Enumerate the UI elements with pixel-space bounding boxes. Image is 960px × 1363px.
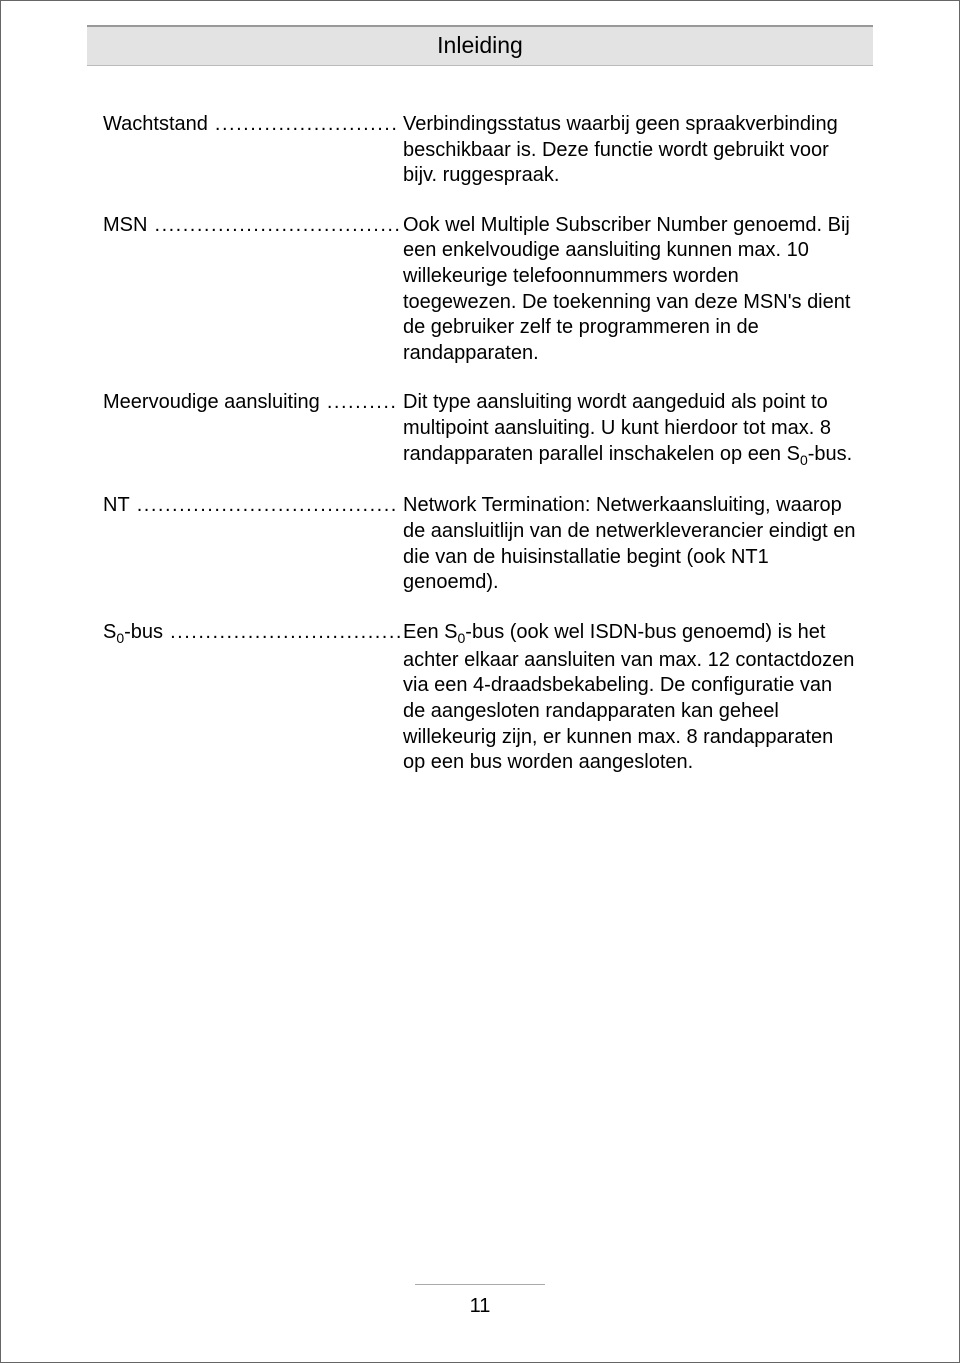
footer: 11 (1, 1284, 959, 1318)
page-title: Inleiding (87, 32, 873, 59)
definition-row: NT .....................................… (103, 493, 857, 595)
header-band: Inleiding (87, 25, 873, 66)
definition-text: Verbindingsstatus waarbij geen spraakver… (403, 112, 857, 189)
term-label: Meervoudige aansluiting (103, 391, 320, 413)
term-cell: Meervoudige aansluiting .......... (103, 390, 403, 416)
term-label: S0-bus (103, 621, 163, 643)
definition-text: Ook wel Multiple Subscriber Number genoe… (403, 213, 857, 367)
term-cell: NT ..................................... (103, 493, 403, 519)
page: Inleiding Wachtstand ...................… (0, 0, 960, 1363)
definition-row: Meervoudige aansluiting .......... Dit t… (103, 390, 857, 469)
footer-rule (415, 1284, 545, 1285)
dot-leader: .......................... (208, 113, 399, 135)
term-label: Wachtstand (103, 113, 208, 135)
definitions-list: Wachtstand .......................... Ve… (103, 112, 857, 776)
definition-row: Wachtstand .......................... Ve… (103, 112, 857, 189)
definition-row: MSN ................................... … (103, 213, 857, 367)
definition-text: Een S0-bus (ook wel ISDN-bus genoemd) is… (403, 620, 857, 776)
definition-text: Dit type aansluiting wordt aangeduid als… (403, 390, 857, 469)
term-cell: Wachtstand .......................... (103, 112, 403, 138)
term-label: MSN (103, 214, 147, 236)
dot-leader: ................................. (163, 621, 403, 643)
dot-leader: ..................................... (130, 494, 398, 516)
term-cell: S0-bus ................................. (103, 620, 403, 648)
dot-leader: .......... (320, 391, 398, 413)
dot-leader: ................................... (147, 214, 401, 236)
page-number: 11 (1, 1295, 959, 1318)
term-label: NT (103, 494, 130, 516)
definition-row: S0-bus .................................… (103, 620, 857, 776)
definition-text: Network Termination: Netwerkaansluiting,… (403, 493, 857, 595)
term-cell: MSN ................................... (103, 213, 403, 239)
